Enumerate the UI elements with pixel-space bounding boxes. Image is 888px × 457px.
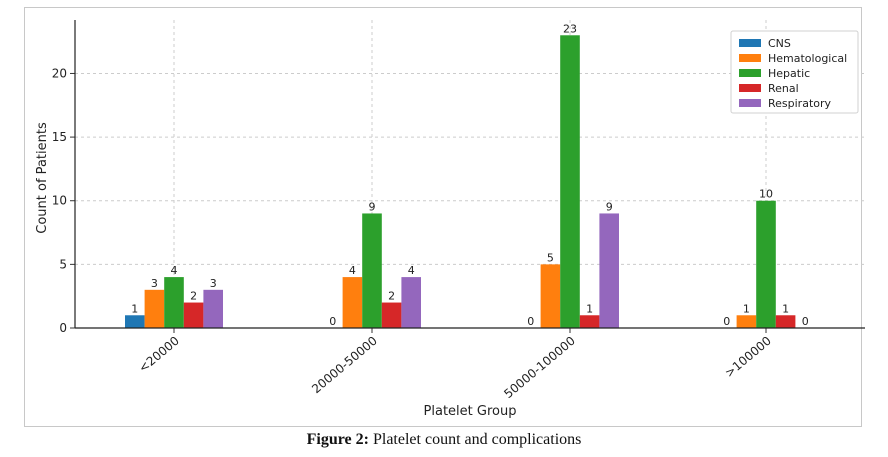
legend-swatch xyxy=(739,84,761,92)
bar-value-label: 1 xyxy=(131,302,138,315)
bar-value-label: 0 xyxy=(723,315,730,328)
chart-frame xyxy=(24,7,862,427)
bar-value-label: 2 xyxy=(388,290,395,303)
bar xyxy=(775,315,796,328)
bar xyxy=(164,277,184,328)
bar-value-label: 5 xyxy=(547,251,554,264)
y-tick-label: 10 xyxy=(52,194,67,208)
bar-value-label: 3 xyxy=(210,277,217,290)
legend-box xyxy=(730,30,859,114)
bar-value-label: 2 xyxy=(190,290,197,303)
bar-value-label: 4 xyxy=(408,264,415,277)
y-tick-label: 0 xyxy=(59,321,67,335)
bar xyxy=(183,302,204,328)
bar xyxy=(125,315,145,328)
bar-value-label: 0 xyxy=(329,315,336,328)
legend-entry: Hematological xyxy=(768,52,847,65)
legend-entry: CNS xyxy=(768,37,791,50)
y-tick-label: 5 xyxy=(59,257,67,271)
bar-value-label: 1 xyxy=(782,302,789,315)
bar xyxy=(342,277,363,328)
bar xyxy=(144,289,165,328)
bar xyxy=(560,35,580,328)
y-tick-label: 15 xyxy=(52,130,67,144)
legend-swatch xyxy=(739,69,761,77)
bar xyxy=(540,264,561,328)
y-tick-label: 20 xyxy=(52,66,67,80)
legend-swatch xyxy=(739,54,761,62)
y-axis-label: Count of Patients xyxy=(35,122,50,234)
x-tick-label: <20000 xyxy=(136,334,182,376)
x-axis-label: Platelet Group xyxy=(424,404,517,419)
legend-entry: Hepatic xyxy=(768,67,810,80)
bar xyxy=(579,315,600,328)
x-tick-label: >100000 xyxy=(722,334,774,381)
caption-label: Figure 2: xyxy=(306,431,369,448)
bar xyxy=(756,200,776,328)
x-tick-label: 20000-50000 xyxy=(309,334,380,397)
bar xyxy=(736,315,757,328)
legend-swatch xyxy=(739,39,761,47)
bar-value-label: 9 xyxy=(606,200,613,213)
caption-text: Platelet count and complications xyxy=(372,431,582,448)
legend-entry: Renal xyxy=(768,82,799,95)
legend: CNS Hematological Hepatic Renal Respiratory xyxy=(730,30,859,114)
legend-swatch xyxy=(739,99,761,107)
bar xyxy=(203,289,223,328)
bar xyxy=(362,213,382,328)
x-tick-label: 50000-100000 xyxy=(501,334,578,401)
figure-caption: Figure 2: Platelet count and complicatio… xyxy=(0,431,888,449)
bar-value-label: 1 xyxy=(586,302,593,315)
bar xyxy=(381,302,402,328)
bar-value-label: 9 xyxy=(369,200,376,213)
bar-value-label: 0 xyxy=(527,315,534,328)
bar-value-label: 10 xyxy=(759,188,773,201)
bar xyxy=(599,213,619,328)
bar-value-label: 1 xyxy=(743,302,750,315)
bar-value-label: 4 xyxy=(171,264,178,277)
bar-value-label: 4 xyxy=(349,264,356,277)
legend-entry: Respiratory xyxy=(768,97,832,110)
bar-value-label: 3 xyxy=(151,277,158,290)
bar-value-label: 0 xyxy=(802,315,809,328)
bar xyxy=(401,277,421,328)
bar-value-label: 23 xyxy=(563,22,577,35)
bars xyxy=(125,35,796,328)
